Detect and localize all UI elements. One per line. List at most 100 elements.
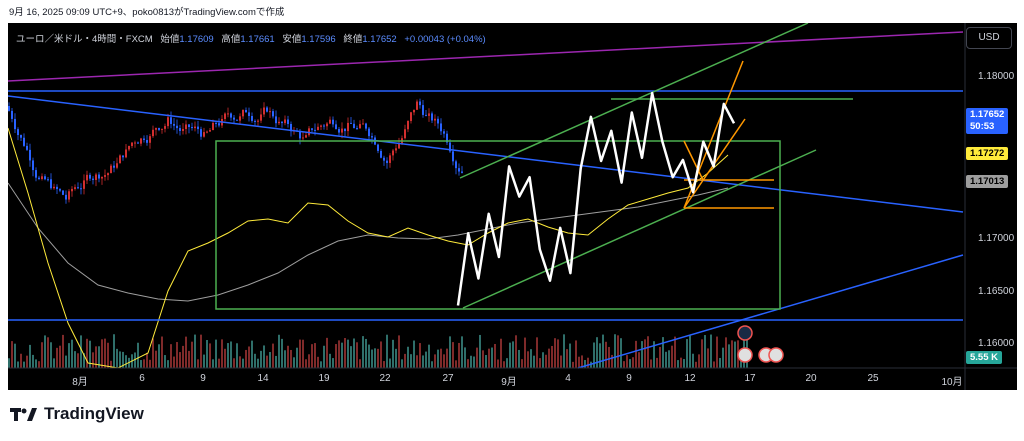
currency-button[interactable]: USD <box>966 27 1012 49</box>
candle-body <box>344 128 346 132</box>
candle-body <box>92 178 94 180</box>
x-tick-6: 27 <box>442 373 454 384</box>
volume-bar <box>740 358 742 368</box>
volume-bar <box>44 335 46 368</box>
y-tick-1: 1.18000 <box>978 71 1015 82</box>
candle-body <box>32 160 34 171</box>
event-markers[interactable] <box>737 325 784 363</box>
volume-bar <box>302 339 304 368</box>
volume-bar <box>398 335 400 368</box>
volume-bar <box>242 358 244 368</box>
tradingview-logo-icon <box>10 408 37 421</box>
chart-canvas[interactable] <box>8 23 1017 390</box>
volume-bar <box>74 351 76 368</box>
candle-body <box>41 176 43 180</box>
blue-descending-trendline <box>8 95 964 213</box>
volume-bar <box>536 337 538 368</box>
candle-body <box>107 173 109 176</box>
volume-bar <box>278 334 280 368</box>
chart-header-caption: 9月 16, 2025 09:09 UTC+9、poko0813がTrading… <box>9 7 285 18</box>
last-price-tag: 1.17652 50:53 <box>966 108 1009 134</box>
volume-bar <box>89 340 91 368</box>
volume-bar <box>41 342 43 368</box>
candle-body <box>47 179 49 181</box>
volume-bar <box>59 345 61 368</box>
volume-bar <box>434 354 436 368</box>
volume-bar <box>218 358 220 368</box>
volume-bar <box>578 356 580 368</box>
volume-bar <box>695 361 697 368</box>
volume-bar <box>161 336 163 368</box>
candle-body <box>404 129 406 139</box>
candle-body <box>134 142 136 144</box>
volume-bar <box>386 334 388 368</box>
volume-bar <box>632 357 634 368</box>
volume-bar <box>602 334 604 368</box>
event-marker-us-flag-1[interactable] <box>737 347 753 363</box>
volume-bar <box>674 336 676 368</box>
candle-body <box>17 129 19 136</box>
volume-bar <box>623 361 625 368</box>
volume-bar <box>140 360 142 368</box>
candle-body <box>278 121 280 124</box>
volume-bar <box>251 340 253 368</box>
volume-bar <box>329 353 331 368</box>
last-price-value: 1.17652 <box>970 109 1005 120</box>
volume-bar <box>65 355 67 368</box>
volume-bar <box>206 339 208 368</box>
volume-bar <box>470 355 472 368</box>
tradingview-logo[interactable]: TradingView <box>10 404 144 424</box>
volume-bar <box>362 336 364 368</box>
volume-bar <box>638 352 640 368</box>
event-marker-us-flag-3[interactable] <box>768 347 784 363</box>
volume-bar <box>269 352 271 368</box>
candle-body <box>86 174 88 181</box>
candle-body <box>116 163 118 168</box>
candle-body <box>62 190 64 195</box>
candle-body <box>359 124 361 129</box>
volume-bar <box>266 355 268 368</box>
volume-bar <box>653 341 655 368</box>
volume-bar <box>668 350 670 368</box>
volume-bar <box>29 344 31 368</box>
symbol-name[interactable]: ユーロ／米ドル・4時間・FXCM <box>16 34 153 45</box>
candle-body <box>281 121 283 124</box>
candle-body <box>158 128 160 130</box>
candle-body <box>380 150 382 158</box>
candle-body <box>275 116 277 124</box>
candle-body <box>149 136 151 143</box>
change-value: +0.00043 (+0.04%) <box>404 34 486 45</box>
volume-bar <box>440 348 442 368</box>
volume-bar <box>497 359 499 368</box>
volume-bar <box>308 354 310 368</box>
candle-body <box>146 139 148 143</box>
volume-bar <box>680 357 682 368</box>
volume-bar <box>254 353 256 368</box>
chart-area[interactable]: ユーロ／米ドル・4時間・FXCM 始値1.17609 高値1.17661 安値1… <box>8 23 1017 390</box>
volume-bar <box>71 339 73 368</box>
volume-bar <box>23 361 25 368</box>
volume-bar <box>734 341 736 368</box>
volume-bar <box>650 359 652 368</box>
volume-bar <box>461 336 463 368</box>
volume-bar <box>476 347 478 368</box>
candle-body <box>167 117 169 127</box>
candle-body <box>407 120 409 130</box>
volume-bar <box>155 350 157 368</box>
open-label: 始値 <box>160 34 180 45</box>
volume-bar <box>233 358 235 368</box>
volume-bar <box>389 358 391 368</box>
volume-bar <box>704 335 706 368</box>
candle-body <box>455 161 457 169</box>
volume-bar <box>113 334 115 368</box>
candle-body <box>38 177 40 180</box>
open-value: 1.17609 <box>179 34 214 45</box>
volume-tag: 5.55 K <box>966 351 1002 364</box>
x-tick-11: 17 <box>744 373 756 384</box>
low-label: 安値 <box>282 34 302 45</box>
event-marker-globe[interactable] <box>737 325 753 341</box>
green-range-box <box>215 140 781 310</box>
candle-body <box>59 189 61 191</box>
volume-bar <box>707 348 709 368</box>
candle-body <box>248 112 250 117</box>
